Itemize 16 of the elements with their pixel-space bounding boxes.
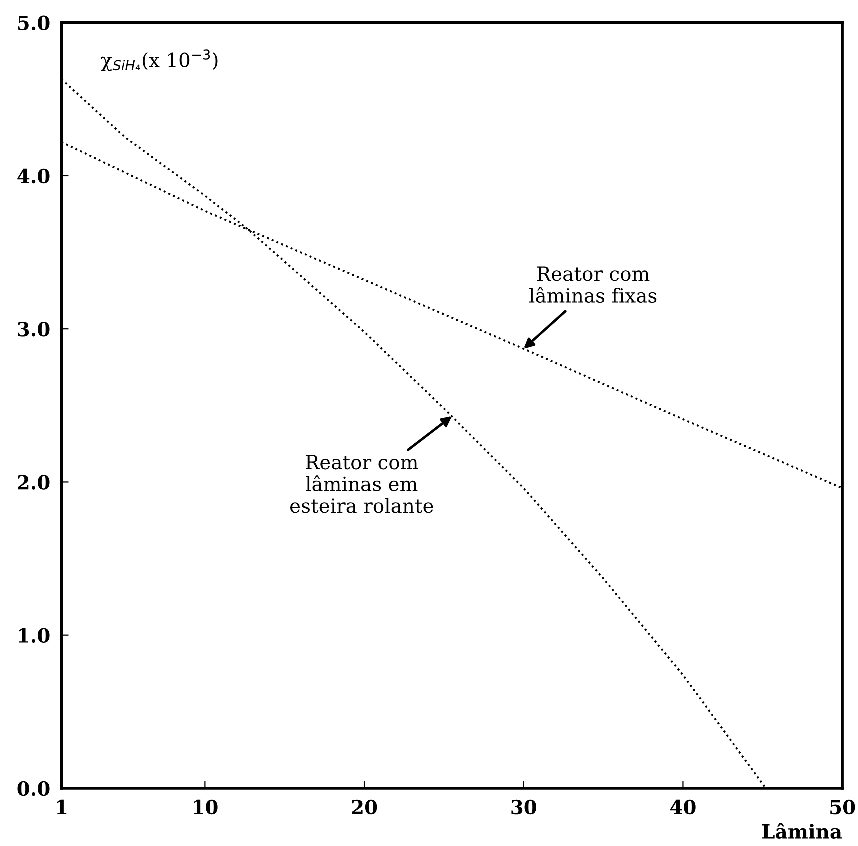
annotation: Reator com lâminas em esteira rolante [290,455,434,514]
y-tick-label: 1.0 [19,628,50,644]
x-tick-label: 20 [352,800,378,815]
x-tick-label: 1 [57,800,67,814]
y-tick-label: 5.0 [18,16,50,31]
x-tick-label: 40 [670,800,696,815]
y-tick-label: 3.0 [18,322,50,337]
y-tick-label: 2.0 [18,475,50,490]
y-tick-label: 0.0 [18,781,50,796]
annotation: Reator com lâminas fixas [530,266,657,304]
y-axis-title: χ$_{SiH₄}$(x 10$^{−3}$) [101,50,218,72]
x-tick-label: 50 [830,800,856,815]
x-axis-title: Lâmina [762,823,842,840]
x-tick-label: 30 [512,800,536,815]
x-tick-label: 10 [194,800,218,815]
y-tick-label: 4.0 [18,168,50,184]
